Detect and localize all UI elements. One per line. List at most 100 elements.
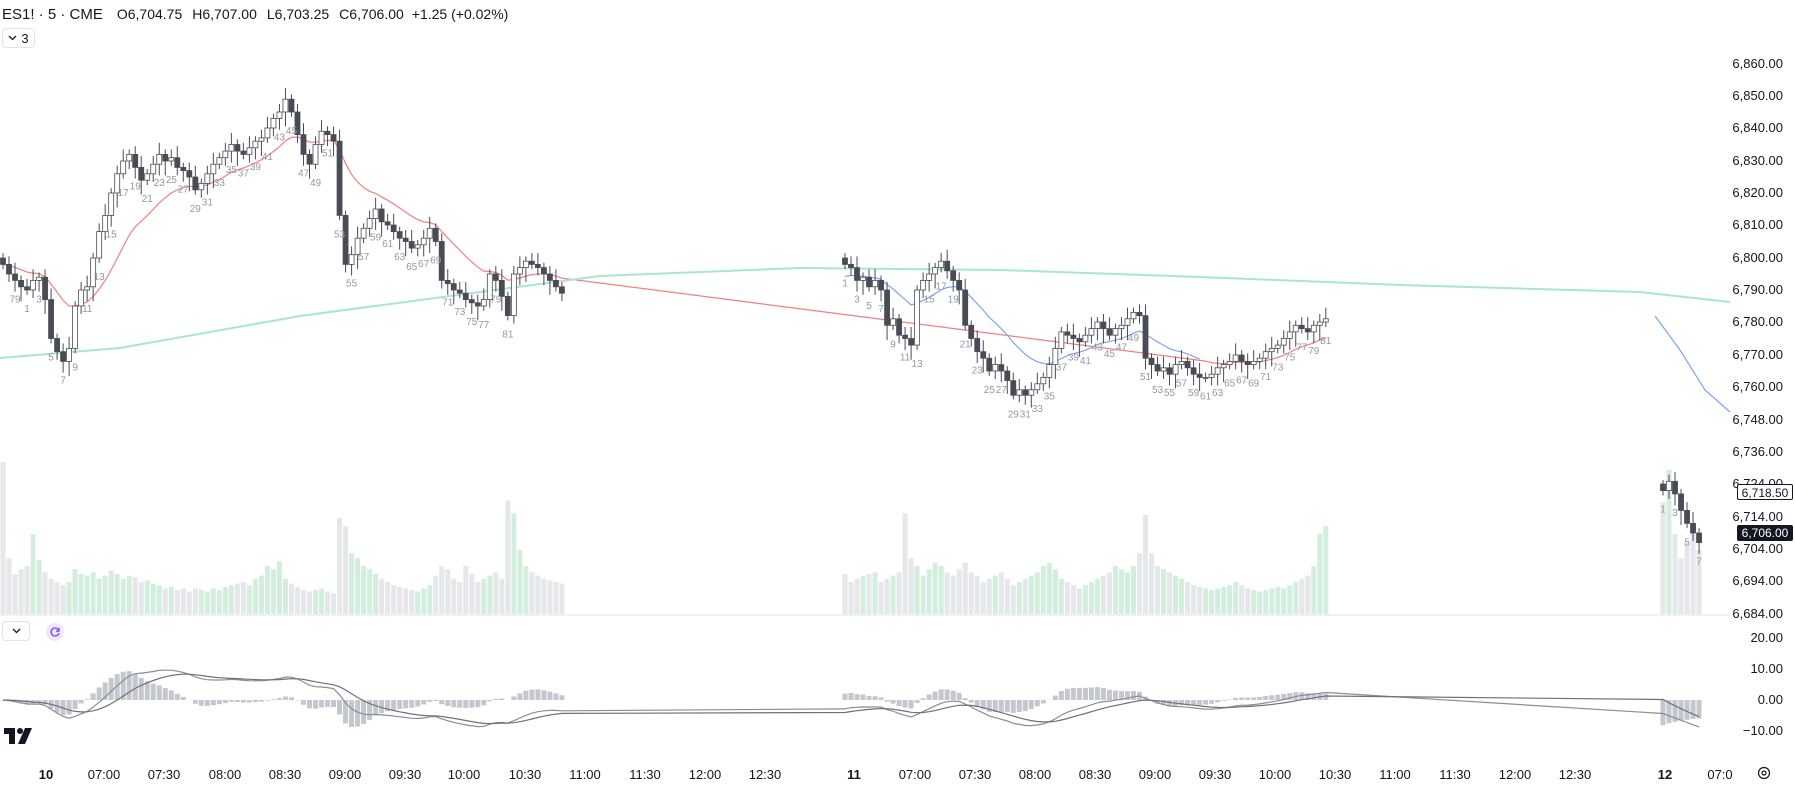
indicators-toggle-button[interactable]: 3 (2, 28, 35, 48)
price-axis: 6,860.006,850.006,840.006,830.006,820.00… (1732, 56, 1783, 738)
candle-body (1667, 481, 1672, 490)
bar-count-label: 45 (286, 126, 298, 137)
price-tick-label: 6,748.00 (1732, 412, 1783, 427)
candle-body (229, 145, 234, 152)
time-tick-label: 12:00 (1499, 767, 1532, 782)
macd-histogram-bar (1071, 688, 1076, 700)
volume-bar (1089, 582, 1094, 614)
volume-bar (861, 576, 866, 614)
macd-histogram-bar (415, 700, 420, 706)
candle-body (897, 319, 902, 335)
ema-slow (0, 268, 1730, 358)
bar-count-label: 67 (1236, 375, 1248, 386)
volume-bar (1041, 566, 1046, 614)
volume-bar (253, 579, 258, 614)
macd-histogram-bar (1275, 695, 1280, 700)
candle-body (289, 99, 294, 112)
candle-body (349, 255, 354, 265)
refresh-button[interactable] (46, 623, 64, 641)
price-tick-label: 6,770.00 (1732, 347, 1783, 362)
volume-bar (427, 585, 432, 614)
candle-body (1191, 368, 1196, 374)
symbol-title[interactable]: ES1! · 5 · CME (2, 6, 103, 23)
volume-bar (1281, 588, 1286, 614)
candle-body (181, 167, 186, 170)
bar-count-label: 57 (1176, 379, 1188, 390)
open-key: O (117, 6, 128, 22)
candle-body (247, 148, 252, 155)
volume-bar (67, 582, 72, 614)
macd-histogram-bar (1239, 697, 1244, 700)
bar-count-label: 31 (202, 197, 214, 208)
candle-body (1047, 365, 1052, 378)
bar-count-label: 55 (346, 278, 358, 289)
volume-bar (73, 569, 78, 614)
bar-count-label: 75 (1284, 353, 1296, 364)
bar-count-label: 69 (1248, 379, 1260, 390)
volume-bar (211, 588, 216, 614)
volume-bar (265, 566, 270, 614)
macd-histogram-bar (535, 689, 540, 700)
bar-count-label: 1 (1660, 505, 1666, 516)
candle-body (885, 290, 890, 325)
candle-body (1113, 329, 1118, 336)
macd-histogram-bar (85, 699, 90, 700)
volume-bar (553, 582, 558, 614)
candle-body (1119, 325, 1124, 328)
candle-body (861, 277, 866, 280)
tradingview-logo[interactable] (4, 728, 36, 749)
volume-bar (229, 585, 234, 614)
candle-body (1245, 361, 1250, 364)
macd-histogram-bar (1095, 687, 1100, 700)
candle-body (909, 339, 914, 346)
volume-bar (1245, 588, 1250, 614)
candle-body (945, 261, 950, 271)
volume-bar (1311, 566, 1316, 614)
candle-body (1023, 390, 1028, 396)
macd-histogram-bar (211, 700, 216, 705)
bar-count-label: 19 (130, 181, 142, 192)
bar-count-label: 75 (466, 317, 478, 328)
macd-histogram-bar (241, 700, 246, 703)
candle-body (481, 300, 486, 306)
price-tick-label: 6,780.00 (1732, 314, 1783, 329)
change-value: +1.25 (+0.02%) (412, 6, 509, 22)
macd-histogram-bar (1233, 698, 1238, 700)
macd-histogram-bar (199, 700, 204, 706)
macd-histogram-bar (475, 700, 480, 707)
candle-body (277, 112, 282, 118)
bar-count-label: 23 (972, 366, 984, 377)
macd-histogram-bar (277, 698, 282, 700)
macd-pane-toggle-button[interactable] (2, 621, 30, 641)
candle-body (325, 131, 330, 134)
macd-histogram-bar (1107, 690, 1112, 700)
candle-body (1143, 316, 1148, 359)
bar-count-label: 47 (1116, 343, 1128, 354)
macd-histogram-bar (879, 697, 884, 700)
volume-bar (319, 588, 324, 614)
time-tick-label: 08:30 (1079, 767, 1112, 782)
bar-count-label: 19 (948, 294, 960, 305)
volume-bar (1113, 566, 1118, 614)
price-tick-label: 6,850.00 (1732, 88, 1783, 103)
volume-bar (499, 579, 504, 614)
volume-bar (127, 576, 132, 614)
price-tick-label: 6,860.00 (1732, 56, 1783, 71)
chart-settings-button[interactable] (1756, 765, 1772, 786)
candle-body (993, 365, 998, 371)
time-tick-label: 09:30 (389, 767, 422, 782)
bar-count-label: 37 (238, 168, 250, 179)
volume-bar (277, 561, 282, 614)
time-tick-label: 11 (847, 767, 861, 782)
candle-body (969, 325, 974, 338)
macd-histogram-bar (91, 693, 96, 700)
bar-count-label: 5 (48, 353, 54, 364)
macd-histogram-bar (247, 700, 252, 703)
candle-body (1059, 332, 1064, 349)
macd-histogram-bar (373, 700, 378, 716)
candle-body (1041, 377, 1046, 383)
macd-histogram-bar (939, 689, 944, 700)
macd-tick-label: 20.00 (1750, 630, 1783, 645)
bar-count-label: 29 (190, 204, 202, 215)
